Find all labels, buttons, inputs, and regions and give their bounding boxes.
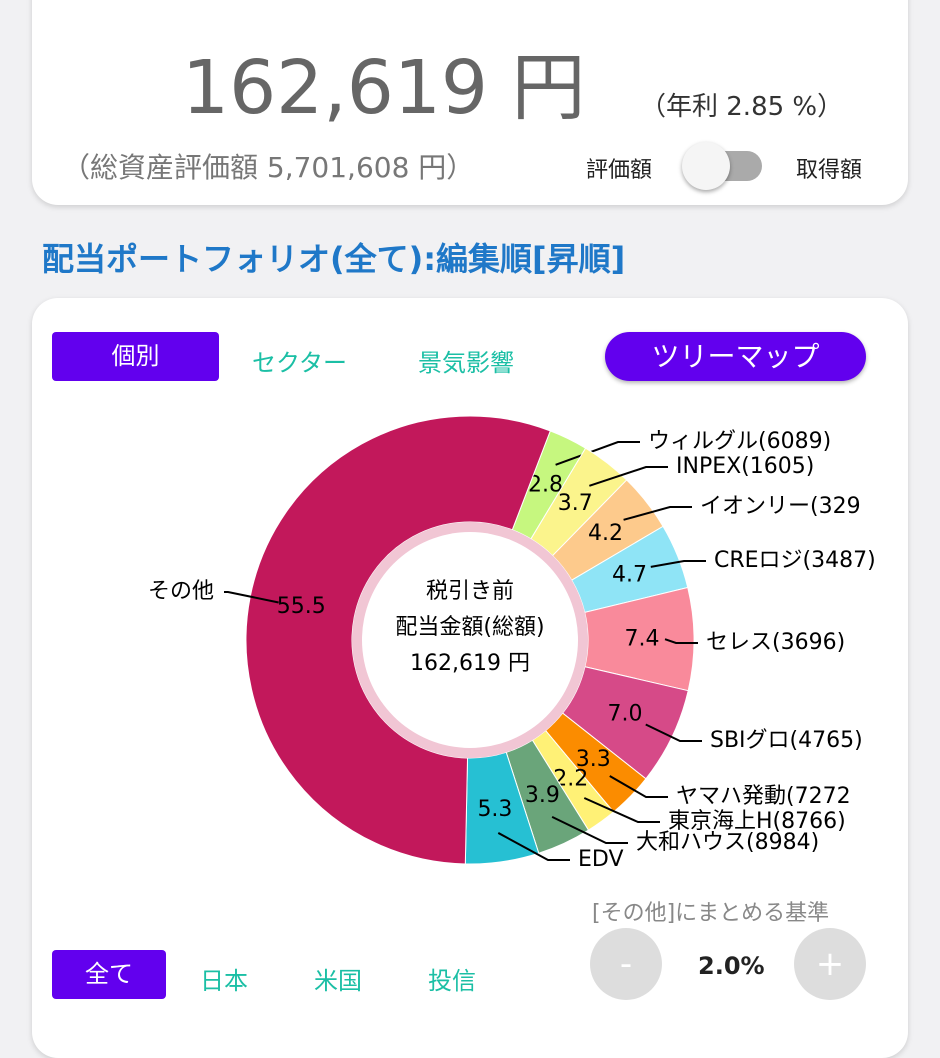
leader-line: [589, 466, 668, 487]
threshold-value: 2.0%: [698, 952, 765, 980]
leader-line: [224, 591, 279, 604]
value-label: 3.7: [558, 491, 593, 516]
screen: 162,619 円 （年利 2.85 %） （総資産評価額 5,701,608 …: [32, 0, 908, 1058]
category-label: CREロジ(3487): [714, 548, 876, 573]
category-label: イオンリー(329: [700, 494, 861, 519]
category-label: INPEX(1605): [676, 454, 814, 479]
filter-selected[interactable]: 全て: [52, 950, 166, 999]
donut-chart: 2.8 ウィルグル(6089) 3.7 INPEX(1605) 4.2 イオンリー(329…: [148, 415, 876, 872]
summary-card: [32, 0, 908, 205]
leader-line: [623, 506, 692, 521]
center-text: 税引き前: [426, 579, 514, 604]
category-label: セレス(3696): [706, 630, 845, 655]
value-label: 3.9: [525, 783, 560, 808]
category-label: 大和ハウス(8984): [636, 830, 819, 855]
tab-selected[interactable]: 個別: [52, 332, 219, 381]
tab[interactable]: セクター: [252, 349, 348, 377]
toggle-label: 評価額: [586, 158, 653, 183]
toggle-knob[interactable]: [682, 142, 730, 190]
plus-button[interactable]: +: [794, 928, 866, 1000]
value-label: 4.2: [588, 521, 623, 546]
minus-button[interactable]: -: [590, 928, 662, 1000]
inner-hole: [362, 532, 578, 748]
category-label: ヤマハ発動(7272: [676, 784, 851, 809]
value-label: 7.4: [624, 626, 659, 651]
value-label: 55.5: [277, 594, 326, 619]
value-label: 7.0: [608, 702, 643, 727]
value-label: 3.3: [576, 747, 611, 772]
leader-line: [650, 560, 706, 568]
yield: （年利 2.85 %）: [640, 92, 844, 122]
leader-line: [645, 723, 702, 742]
filter[interactable]: 日本: [200, 967, 248, 995]
tab[interactable]: 景気影響: [418, 349, 514, 377]
category-label: EDV: [578, 847, 624, 872]
category-label: 東京海上H(8766): [668, 809, 846, 834]
center-text: 162,619 円: [410, 651, 530, 676]
value-label: 2.8: [528, 472, 563, 497]
leader-line: [609, 775, 668, 798]
leader-line: [583, 797, 660, 823]
filter[interactable]: 米国: [314, 967, 362, 995]
amount: 162,619 円: [182, 45, 586, 131]
leader-line: [497, 832, 570, 861]
value-label: 5.3: [477, 797, 512, 822]
total-assets: （総資産評価額 5,701,608 円）: [62, 151, 475, 184]
section-title: 配当ポートフォリオ(全て):編集順[昇順]: [42, 240, 626, 278]
category-label: その他: [148, 579, 214, 604]
leader-line: [664, 638, 698, 644]
center-text: 配当金額(総額): [395, 615, 544, 640]
filter[interactable]: 投信: [428, 967, 476, 995]
toggle-label: 取得額: [796, 158, 863, 183]
threshold-label: [その他]にまとめる基準: [592, 901, 830, 926]
leader-line: [551, 815, 628, 844]
leader-line: [555, 441, 640, 466]
category-label: ウィルグル(6089): [648, 429, 831, 454]
treemap-button[interactable]: ツリーマップ: [605, 332, 866, 381]
category-label: SBIグロ(4765): [710, 728, 863, 753]
value-label: 4.7: [612, 563, 647, 588]
